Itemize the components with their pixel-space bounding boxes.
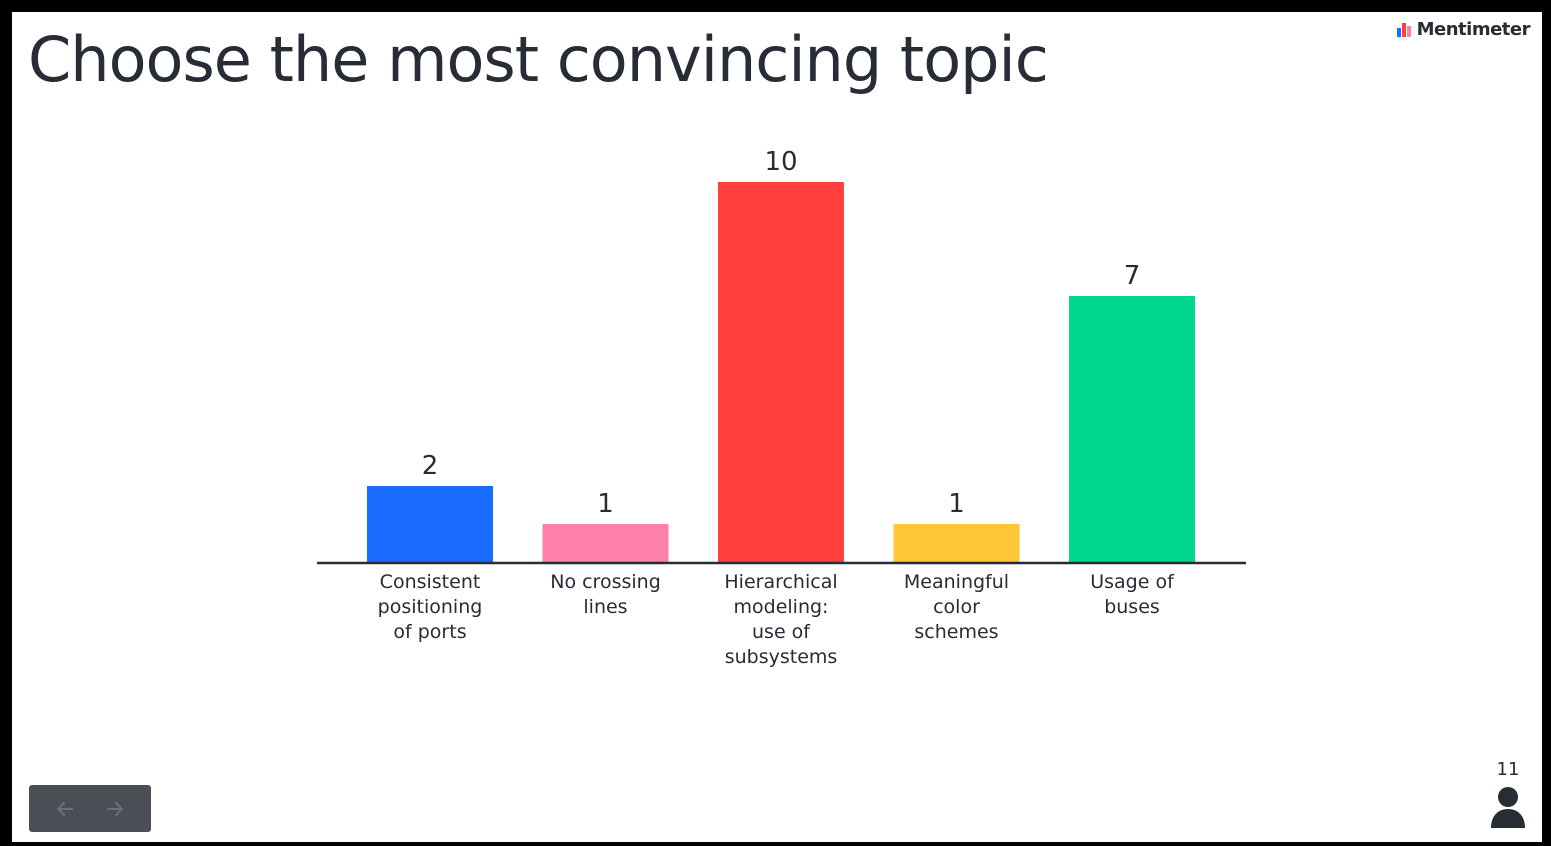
category-label: Usage of buses bbox=[1090, 571, 1175, 618]
bar bbox=[367, 486, 493, 562]
bar-value-label: 2 bbox=[422, 451, 439, 481]
arrow-right-icon[interactable] bbox=[103, 797, 127, 821]
slide-navigation bbox=[29, 785, 151, 832]
category-label: Consistent positioning of ports bbox=[378, 571, 483, 643]
person-icon bbox=[1491, 787, 1525, 828]
brand-name: Mentimeter bbox=[1416, 19, 1531, 40]
arrow-left-icon[interactable] bbox=[53, 797, 77, 821]
category-label: No crossing lines bbox=[550, 571, 661, 618]
bar-value-label: 10 bbox=[764, 147, 797, 177]
bar bbox=[542, 524, 669, 562]
bar-value-label: 1 bbox=[597, 489, 614, 519]
slide-title: Choose the most convincing topic bbox=[28, 23, 1049, 96]
category-label: Meaningful color schemes bbox=[904, 571, 1009, 643]
mentimeter-logo-icon bbox=[1396, 22, 1411, 37]
participants-count: 11 bbox=[1496, 759, 1520, 780]
bar-value-label: 1 bbox=[948, 489, 965, 519]
category-label: Hierarchical modeling: use of subsystems bbox=[724, 571, 837, 668]
participants-indicator: 11 bbox=[1488, 759, 1528, 829]
brand: Mentimeter bbox=[1396, 19, 1531, 40]
bar bbox=[718, 182, 844, 562]
bar bbox=[1069, 296, 1195, 562]
bar-value-label: 7 bbox=[1124, 261, 1141, 291]
bar bbox=[893, 524, 1020, 562]
bar-chart: 2 Consistent positioning of ports 1 No crossi… bbox=[317, 147, 1246, 668]
slide: Choose the most convincing topic Mentime… bbox=[12, 12, 1542, 842]
